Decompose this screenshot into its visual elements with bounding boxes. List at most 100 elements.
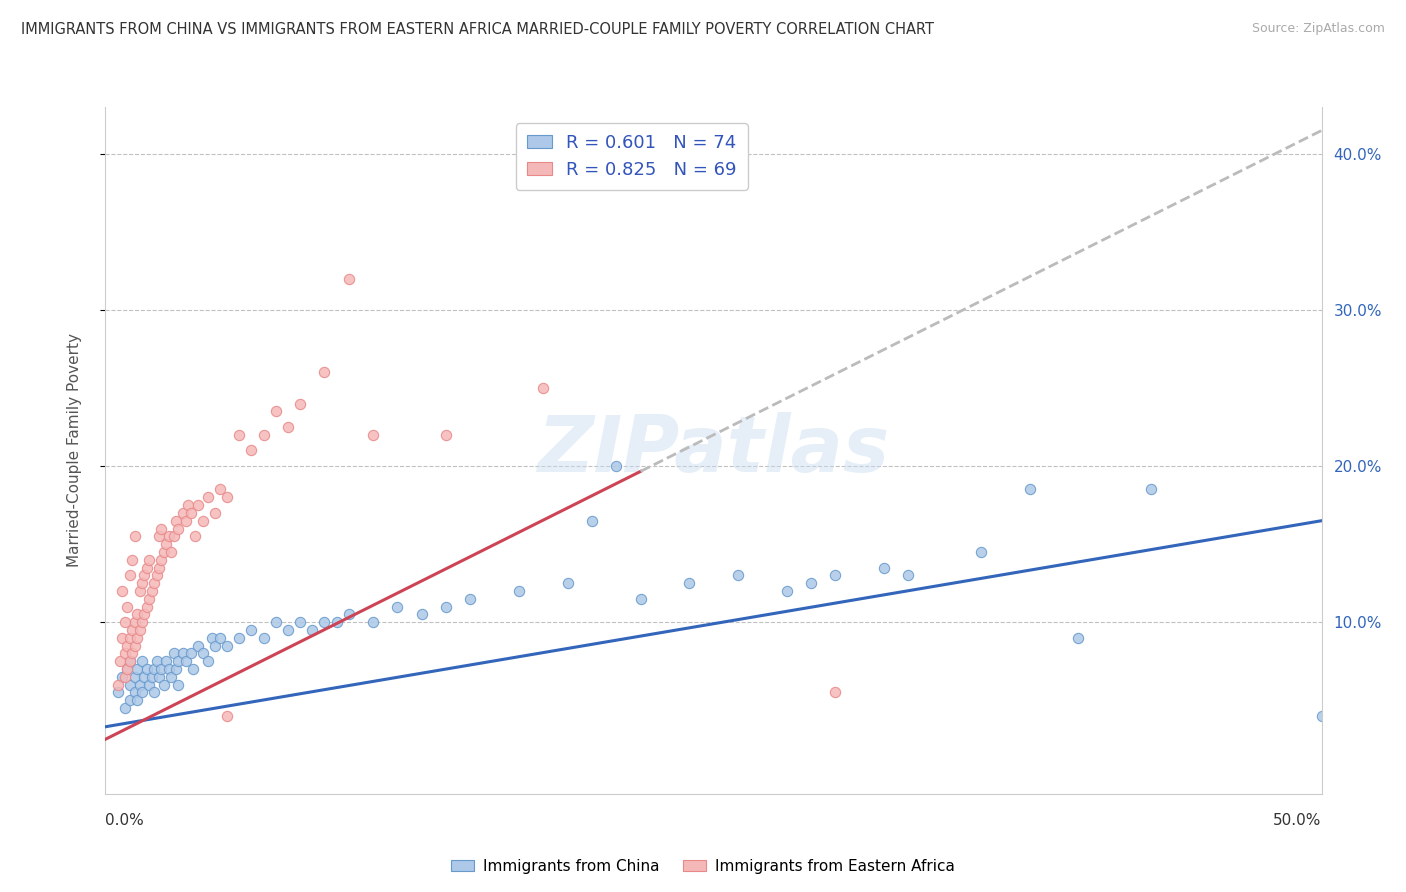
Legend: R = 0.601   N = 74, R = 0.825   N = 69: R = 0.601 N = 74, R = 0.825 N = 69 (516, 123, 748, 190)
Point (124, 639, 146, 653)
Point (143, 662, 166, 676)
Point (124, 670, 146, 684)
Point (134, 568, 156, 582)
Point (240, 443, 263, 458)
Point (167, 654, 190, 668)
Point (337, 607, 360, 622)
Point (155, 537, 177, 551)
Point (172, 646, 194, 660)
Point (897, 568, 920, 582)
Point (180, 646, 202, 660)
Point (141, 583, 163, 598)
Point (191, 514, 214, 528)
Point (174, 514, 197, 528)
Point (148, 560, 170, 574)
Text: 50.0%: 50.0% (1274, 814, 1322, 828)
Point (134, 607, 156, 622)
Point (314, 366, 336, 380)
Point (143, 685, 166, 699)
Point (458, 591, 481, 606)
Point (167, 678, 190, 692)
Point (131, 576, 153, 591)
Point (141, 670, 163, 684)
Point (128, 583, 150, 598)
Point (197, 654, 219, 668)
Point (118, 654, 141, 668)
Point (217, 490, 239, 504)
Point (125, 693, 148, 707)
Point (217, 708, 239, 723)
Point (228, 631, 250, 645)
Text: 0.0%: 0.0% (105, 814, 145, 828)
Text: Source: ZipAtlas.com: Source: ZipAtlas.com (1251, 22, 1385, 36)
Point (157, 662, 180, 676)
Point (165, 662, 187, 676)
Point (157, 529, 180, 543)
Point (180, 506, 202, 520)
Point (118, 568, 141, 582)
Point (128, 623, 150, 637)
Point (191, 646, 214, 660)
Point (187, 498, 209, 512)
Point (1310, 708, 1333, 723)
Point (153, 678, 176, 692)
Point (678, 576, 700, 591)
Point (125, 607, 148, 622)
Point (172, 506, 194, 520)
Point (150, 662, 173, 676)
Point (124, 529, 146, 543)
Point (162, 646, 184, 660)
Point (118, 693, 141, 707)
Point (264, 404, 287, 418)
Point (145, 654, 167, 668)
Point (125, 662, 148, 676)
Point (128, 678, 150, 692)
Point (134, 670, 156, 684)
Y-axis label: Married-Couple Family Poverty: Married-Couple Family Poverty (67, 334, 82, 567)
Point (508, 583, 530, 598)
Point (970, 545, 993, 559)
Legend: Immigrants from China, Immigrants from Eastern Africa: Immigrants from China, Immigrants from E… (446, 853, 960, 880)
Point (121, 623, 143, 637)
Point (264, 615, 287, 630)
Point (800, 576, 823, 591)
Point (138, 678, 160, 692)
Point (114, 701, 136, 715)
Point (111, 670, 134, 684)
Point (201, 631, 224, 645)
Point (1067, 631, 1090, 645)
Point (228, 427, 250, 442)
Point (114, 615, 136, 630)
Point (138, 591, 160, 606)
Point (581, 514, 603, 528)
Point (121, 646, 143, 660)
Point (630, 591, 652, 606)
Point (181, 662, 204, 676)
Point (277, 623, 299, 637)
Point (177, 498, 200, 512)
Point (277, 420, 299, 434)
Point (873, 560, 896, 574)
Point (162, 529, 184, 543)
Point (411, 607, 433, 622)
Point (204, 639, 226, 653)
Point (155, 654, 177, 668)
Point (131, 685, 153, 699)
Point (135, 662, 157, 676)
Point (184, 529, 207, 543)
Point (775, 583, 797, 598)
Point (288, 615, 311, 630)
Point (111, 583, 134, 598)
Point (337, 271, 360, 285)
Point (301, 623, 323, 637)
Point (325, 615, 347, 630)
Point (118, 654, 141, 668)
Point (824, 685, 846, 699)
Point (121, 552, 143, 567)
Point (174, 654, 197, 668)
Point (1140, 483, 1163, 497)
Point (117, 599, 139, 614)
Point (117, 639, 139, 653)
Point (111, 631, 134, 645)
Point (150, 521, 173, 535)
